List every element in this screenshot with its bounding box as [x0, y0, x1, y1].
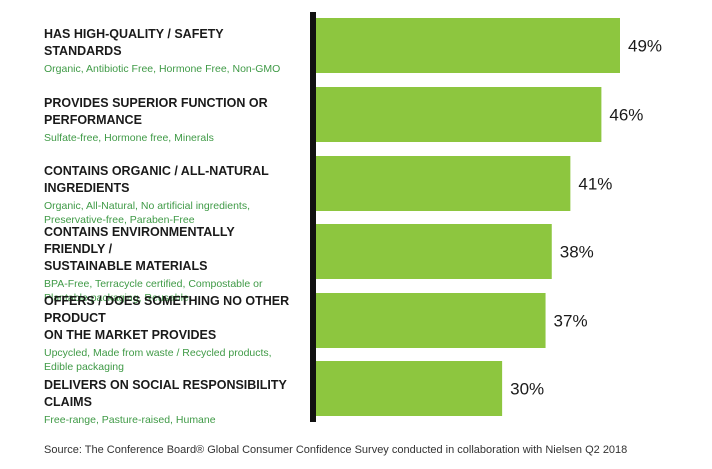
bar [316, 156, 571, 211]
category-title: CONTAINS ENVIRONMENTALLY FRIENDLY / SUSTA… [44, 225, 235, 273]
data-label: 46% [609, 106, 643, 125]
bar [316, 87, 602, 142]
category-subtitle: BPA-Free, Terracycle certified, Composta… [44, 278, 263, 304]
category-label: PROVIDES SUPERIOR FUNCTION OR PERFORMANC… [44, 95, 294, 145]
data-label: 41% [578, 175, 612, 194]
category-subtitle: Organic, All-Natural, No artificial ingr… [44, 200, 251, 226]
category-title: DELIVERS ON SOCIAL RESPONSIBILITY CLAIMS [44, 378, 287, 409]
category-label: DELIVERS ON SOCIAL RESPONSIBILITY CLAIMS… [44, 377, 294, 427]
category-subtitle: Sulfate-free, Hormone free, Minerals [44, 132, 214, 144]
category-label: OFFERS / DOES SOMETHING NO OTHER PRODUCT… [44, 293, 294, 374]
category-title: HAS HIGH-QUALITY / SAFETY STANDARDS [44, 27, 224, 58]
y-axis-line [310, 12, 316, 422]
category-title: PROVIDES SUPERIOR FUNCTION OR PERFORMANC… [44, 96, 268, 127]
category-subtitle: Organic, Antibiotic Free, Hormone Free, … [44, 63, 281, 75]
category-label: CONTAINS ORGANIC / ALL-NATURAL INGREDIEN… [44, 163, 294, 227]
category-title: CONTAINS ORGANIC / ALL-NATURAL INGREDIEN… [44, 164, 269, 195]
category-subtitle: Upcycled, Made from waste / Recycled pro… [44, 347, 272, 373]
data-label: 37% [554, 312, 588, 331]
bar [316, 293, 546, 348]
category-label: HAS HIGH-QUALITY / SAFETY STANDARDS Organ… [44, 26, 294, 76]
data-label: 30% [510, 380, 544, 399]
category-title: OFFERS / DOES SOMETHING NO OTHER PRODUCT… [44, 294, 290, 342]
bar [316, 18, 620, 73]
data-label: 38% [560, 243, 594, 262]
source-note: Source: The Conference Board® Global Con… [44, 444, 628, 456]
bar [316, 361, 503, 416]
bar [316, 224, 552, 279]
category-label: CONTAINS ENVIRONMENTALLY FRIENDLY / SUSTA… [44, 224, 294, 305]
category-subtitle: Free-range, Pasture-raised, Humane [44, 414, 216, 426]
data-label: 49% [628, 37, 662, 56]
